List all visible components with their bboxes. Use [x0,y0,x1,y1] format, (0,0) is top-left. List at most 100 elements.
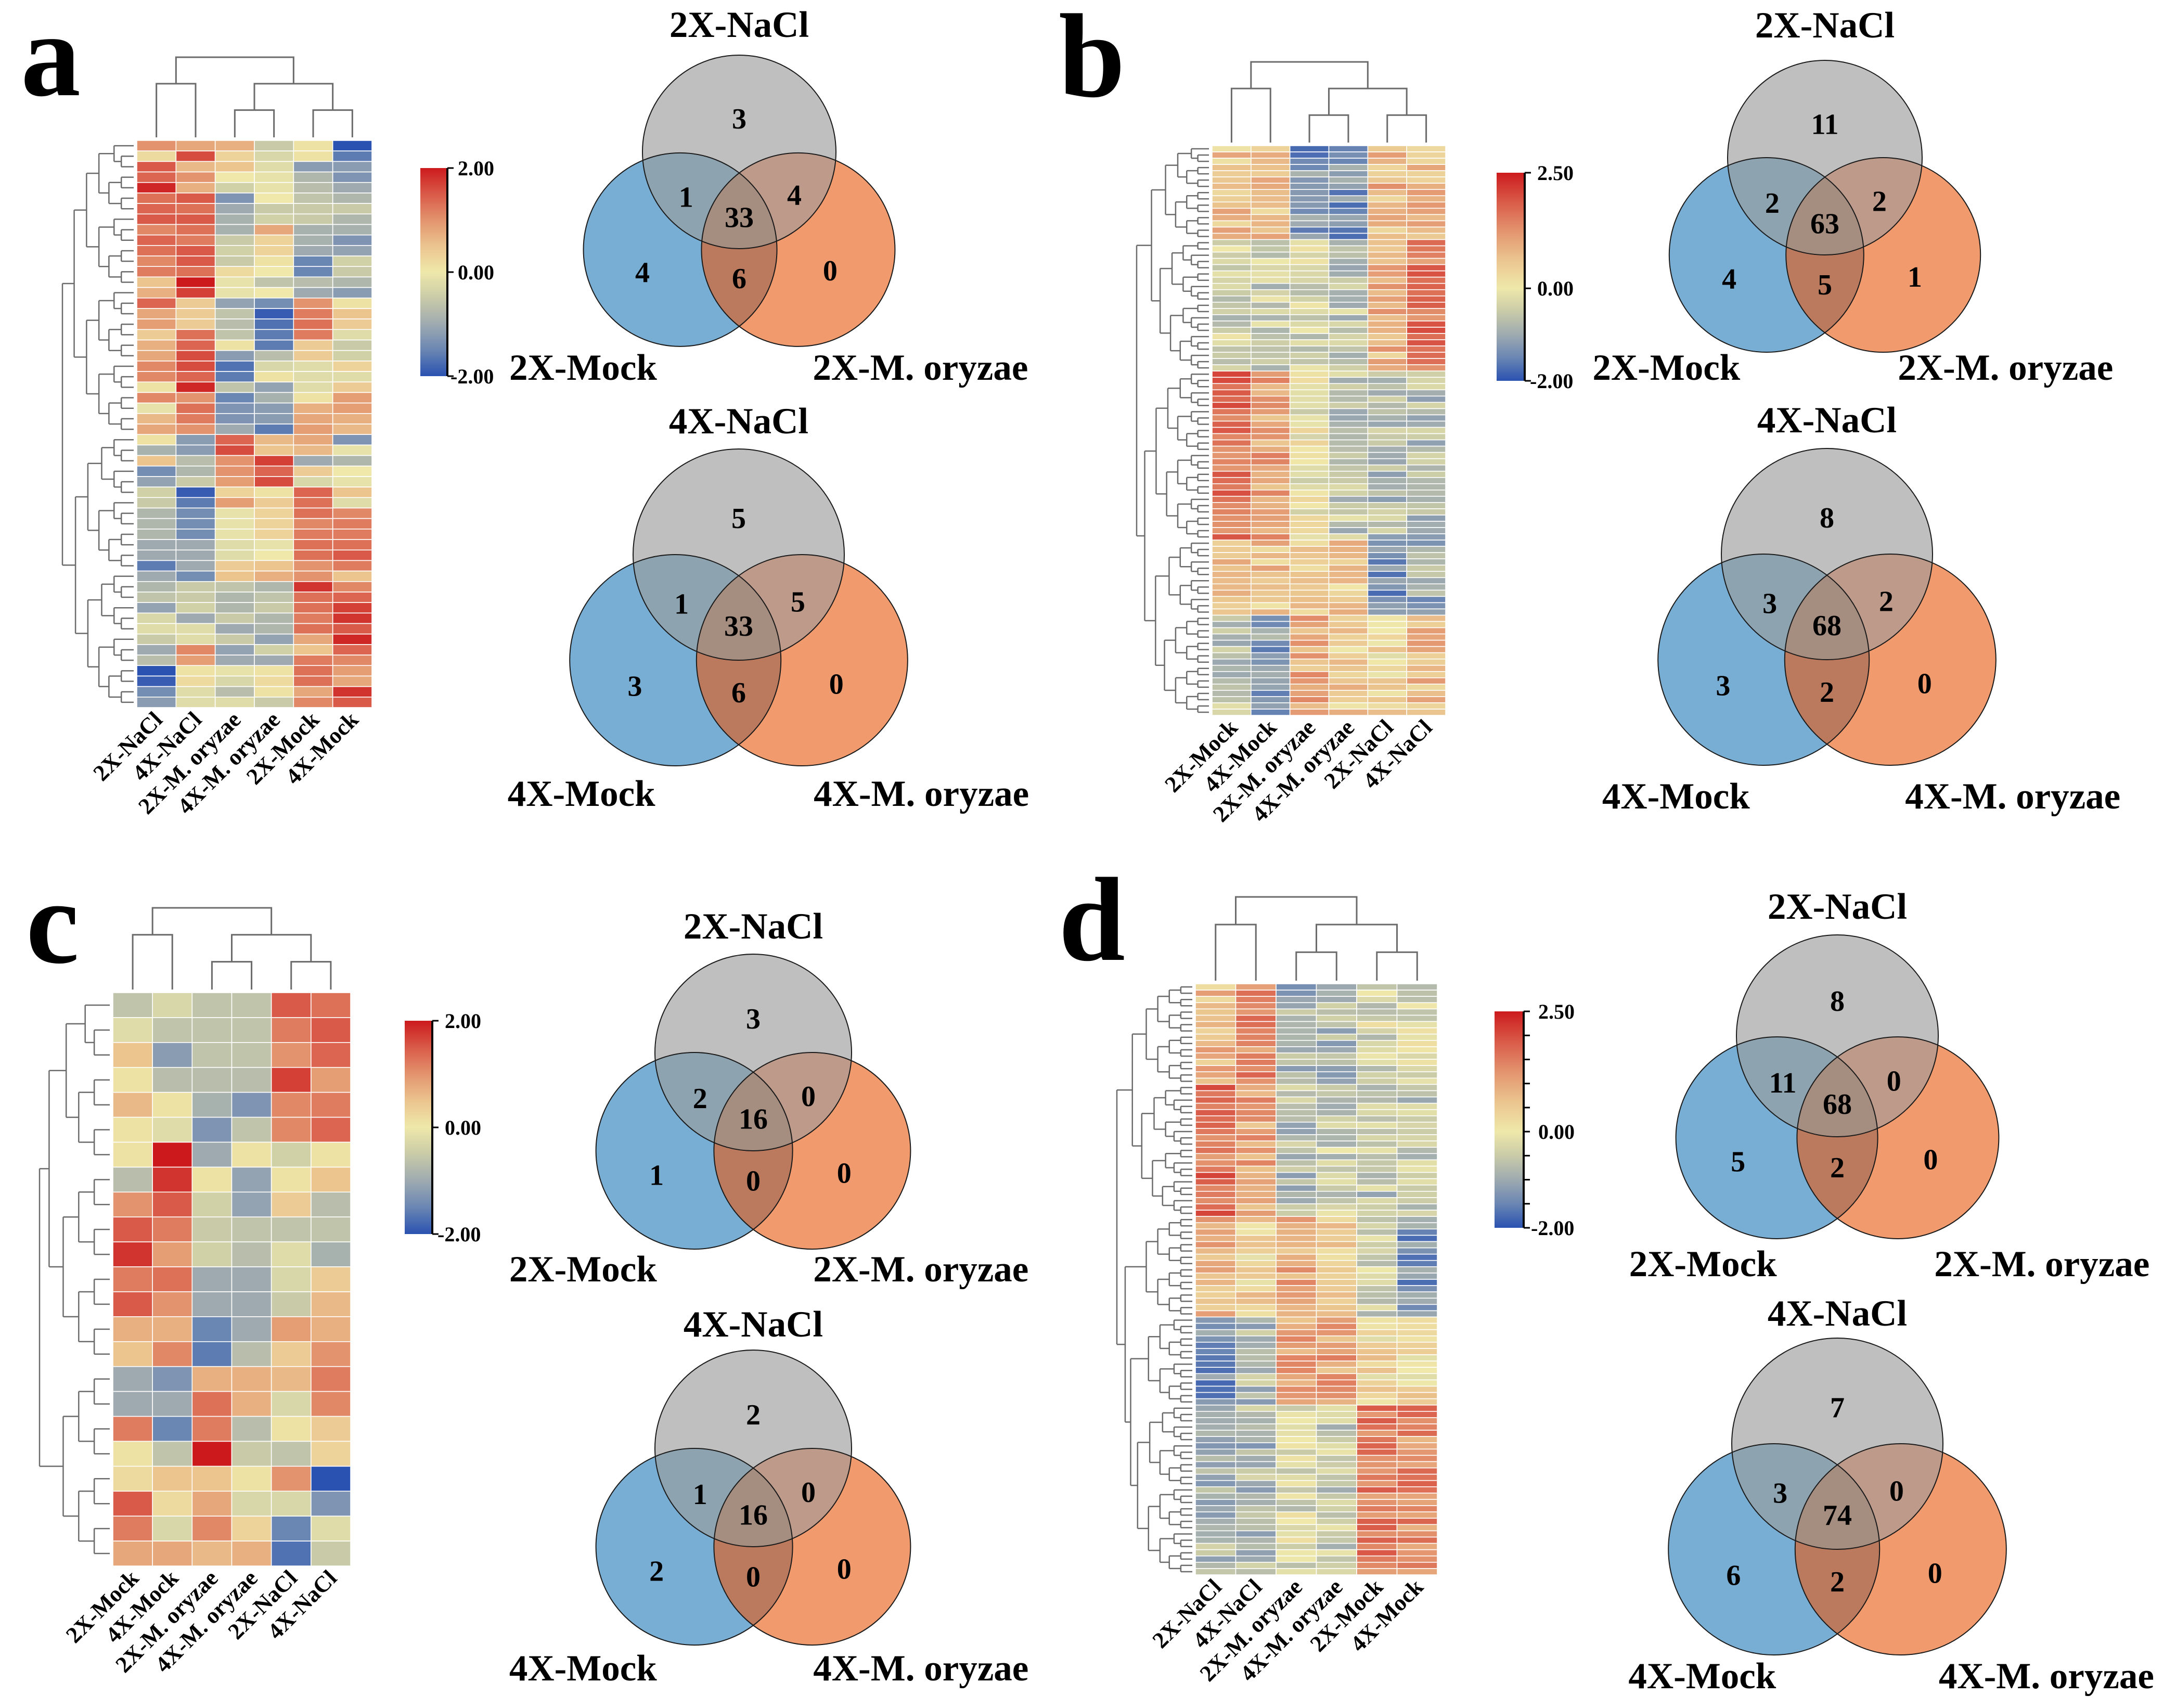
heatmap-cell [254,350,294,362]
heatmap-cell [332,203,372,215]
heatmap-cell [293,507,333,519]
heatmap-cell [1316,1335,1357,1343]
heatmap-cell [1396,1505,1438,1512]
heatmap-cell [1235,1253,1277,1261]
venn-region-top-right [701,152,836,249]
heatmap-cell [1356,1354,1398,1362]
heatmap-cell [1251,302,1291,309]
heatmap-cell [332,150,372,162]
heatmap-cell [1235,1480,1277,1487]
heatmap-cell [1289,333,1330,340]
heatmap-cell [1406,571,1446,579]
heatmap-cell [1235,1191,1277,1198]
heatmap-cell [1356,1360,1398,1368]
heatmap-cell [1316,1310,1357,1318]
heatmap-cell [1328,251,1369,259]
heatmap-cell [1356,1455,1398,1462]
heatmap-cell [1328,527,1369,534]
heatmap-cell [1289,571,1330,579]
heatmap-cell [1276,1059,1317,1066]
heatmap-cell [1276,1417,1317,1424]
heatmap-cell [136,654,177,666]
heatmap-cell [1406,470,1446,478]
heatmap-cell [1195,1084,1237,1091]
heatmap-cell [1367,282,1407,290]
heatmap-cell [1195,1273,1237,1280]
heatmap-cell [1212,464,1252,472]
heatmap-cell [1367,258,1407,265]
heatmap-cell [136,308,177,319]
heatmap-cell [1212,189,1252,197]
heatmap-cell [1328,445,1369,453]
heatmap-cell [136,518,177,530]
heatmap-cell [293,329,333,341]
heatmap-cell [1396,1210,1438,1217]
heatmap-cell [1367,408,1407,416]
colorbar-mid-label: 0.00 [1537,277,1574,300]
heatmap-cell [1235,1059,1277,1066]
heatmap-cell [1195,1385,1237,1393]
heatmap-cell [152,1540,193,1566]
heatmap-cell [1289,352,1330,359]
heatmap-cell [1289,314,1330,322]
heatmap-cell [214,675,255,687]
heatmap-cell [1235,1077,1277,1085]
heatmap-cell [1212,233,1252,240]
heatmap-cell [1289,420,1330,428]
heatmap-cell [1316,1329,1357,1337]
heatmap-cell [175,423,216,435]
heatmap-cell [1195,1247,1237,1255]
heatmap-cell [1235,1322,1277,1330]
venn-count-top: 8 [1820,502,1834,534]
heatmap-cell [1195,1184,1237,1192]
heatmap-cell [293,361,333,372]
heatmap-cell [214,539,255,551]
heatmap-cell [1356,1316,1398,1324]
heatmap-cell [112,1291,153,1317]
heatmap-cell [1212,201,1252,209]
heatmap-cell [1251,483,1291,491]
venn-count-right: 0 [1923,1144,1938,1176]
heatmap-cell [1276,1027,1317,1035]
heatmap-cell [214,654,255,666]
heatmap-cell [1251,464,1291,472]
heatmap-cell [332,392,372,404]
heatmap-cell [1356,1203,1398,1211]
heatmap-cell [271,1391,312,1417]
heatmap-cell [1316,1065,1357,1072]
heatmap-cell [1251,546,1291,553]
heatmap-cell [1328,295,1369,303]
heatmap-cell [152,1466,193,1492]
heatmap-cell [1235,1241,1277,1249]
heatmap-cell [175,171,216,183]
heatmap-cell [1195,1153,1237,1161]
heatmap-cell [136,171,177,183]
heatmap-cell [293,287,333,299]
heatmap-cell [175,339,216,351]
heatmap-cell [175,633,216,645]
heatmap-cell [1212,289,1252,297]
heatmap-cell [1367,383,1407,391]
heatmap-cell [136,465,177,477]
heatmap-cell [1195,1568,1237,1575]
venn-count-top: 2 [746,1399,761,1431]
venn-count-left-right: 0 [746,1165,761,1198]
venn-outline [654,954,852,1151]
heatmap-cell [214,507,255,519]
heatmap-cell [112,1341,153,1367]
heatmap-cell [231,1266,272,1292]
venn-outline [642,55,836,249]
heatmap-cell [1328,183,1369,190]
heatmap-cell [1289,345,1330,353]
heatmap-cell [136,297,177,309]
heatmap-cell [1328,490,1369,497]
heatmap-cell [1212,496,1252,503]
heatmap-cell [231,1067,272,1093]
heatmap-cell [1316,1442,1357,1450]
heatmap-cell [293,623,333,635]
heatmap-cell [1235,1203,1277,1211]
heatmap-cell [1276,1398,1317,1406]
heatmap-cell [1328,320,1369,328]
heatmap-cell [1396,1360,1438,1368]
